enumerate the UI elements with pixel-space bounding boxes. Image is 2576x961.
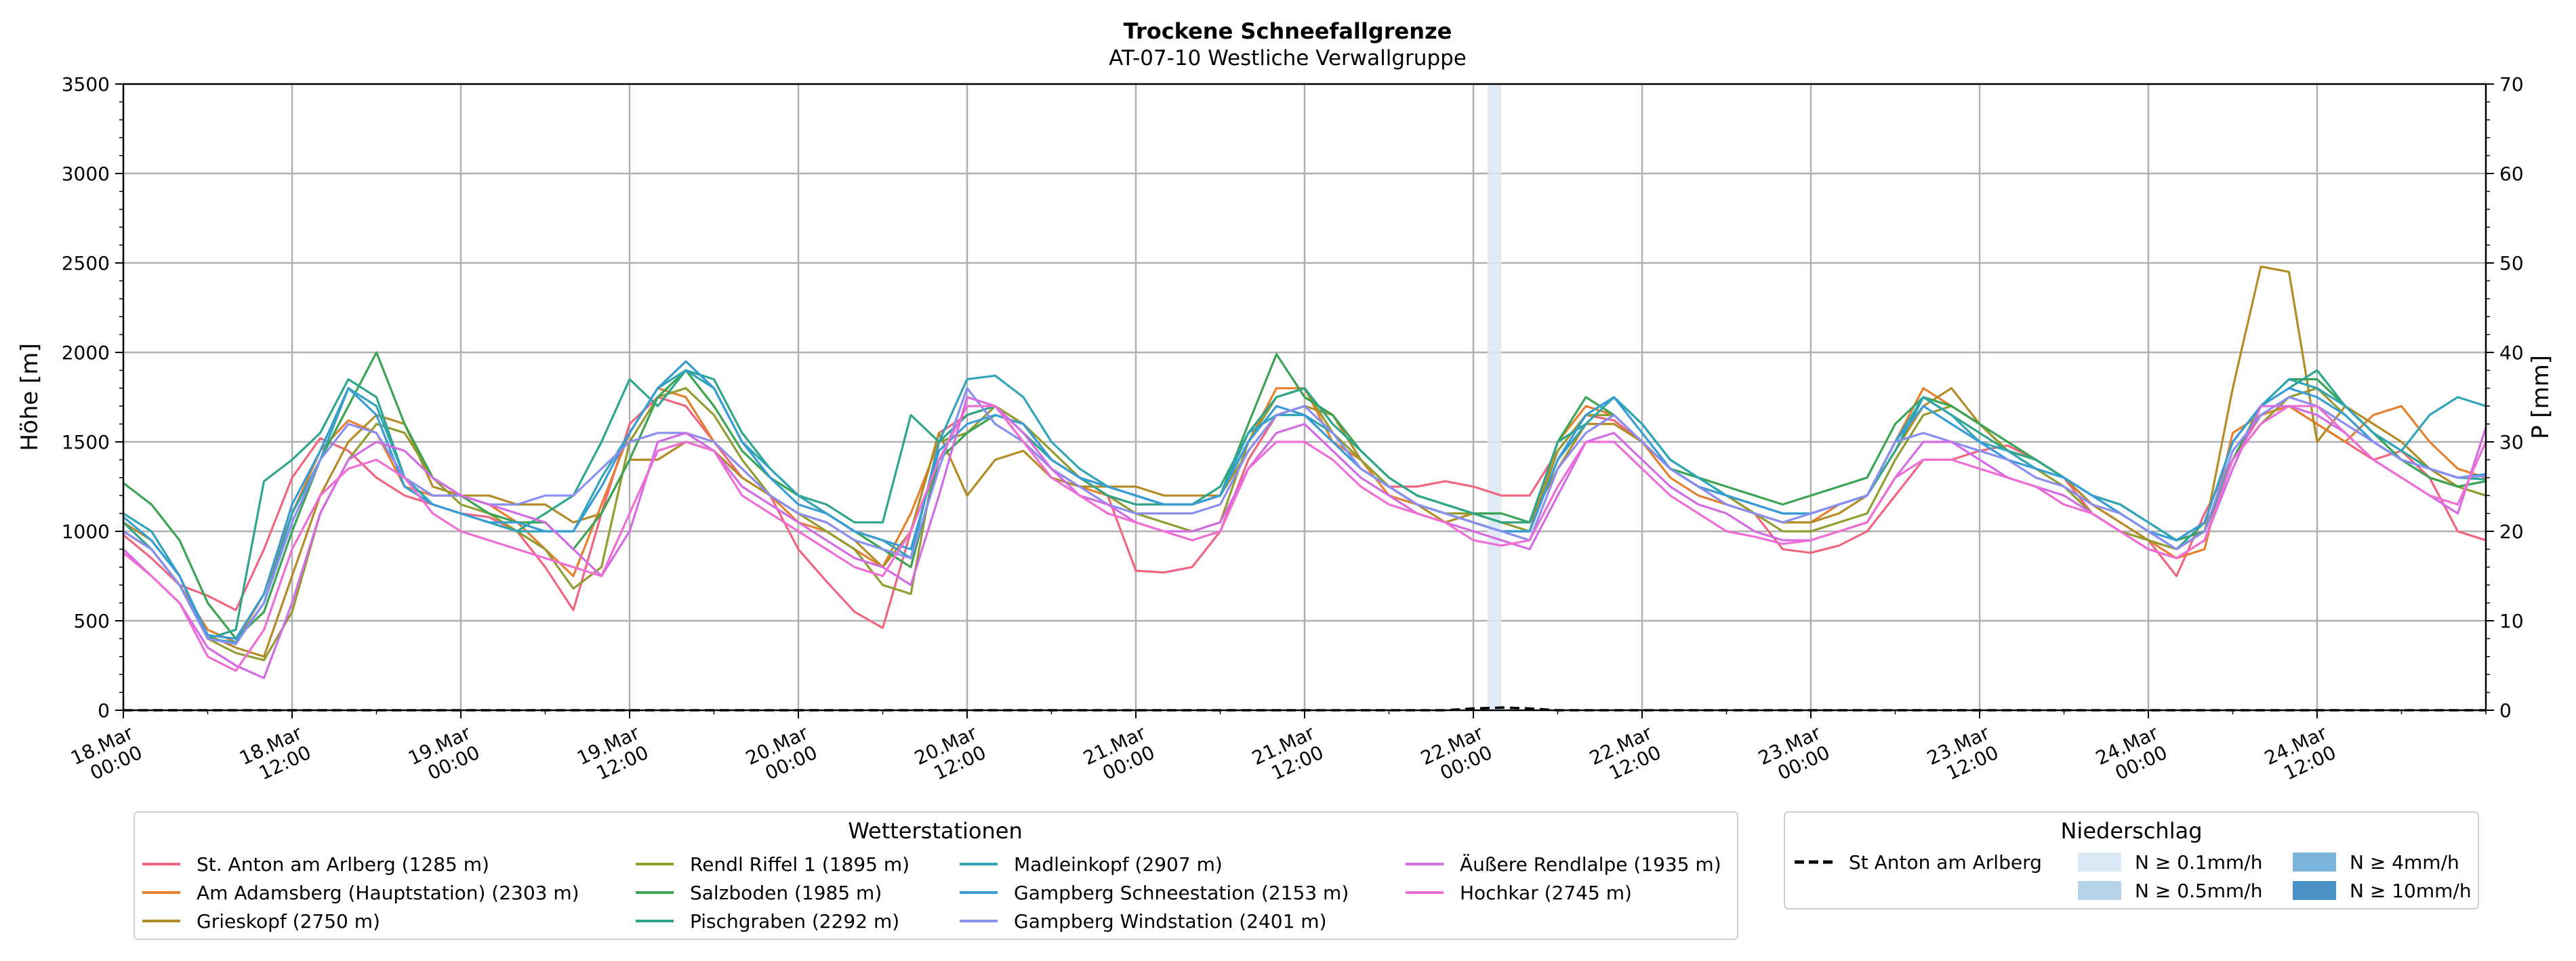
precip-legend-box-swatch — [2078, 853, 2121, 872]
station-legend-items: St. Anton am Arlberg (1285 m) Am Adamsber… — [142, 853, 1721, 933]
y-tick-label-left: 500 — [74, 610, 110, 632]
station-legend-label: Am Adamsberg (Hauptstation) (2303 m) — [197, 882, 579, 904]
station-legend-label: Grieskopf (2750 m) — [197, 910, 380, 933]
station-legend-label: Gampberg Windstation (2401 m) — [1014, 910, 1327, 933]
y-tick-label-right: 0 — [2499, 699, 2512, 722]
station-legend-label: Pischgraben (2292 m) — [690, 910, 899, 933]
precip-legend-box-swatch — [2293, 853, 2336, 872]
precip-legend-label: N ≥ 0.1mm/h — [2135, 851, 2262, 874]
precip-legend-label: St Anton am Arlberg — [1849, 851, 2042, 874]
y-axis-title-left: Höhe [m] — [16, 343, 43, 451]
y-axis-title-right: P [mm] — [2527, 355, 2554, 439]
precip-legend: Niederschlag St Anton am Arlberg N ≥ 0.1m… — [1784, 811, 2479, 909]
y-tick-label-right: 10 — [2499, 610, 2524, 632]
precip-legend-box-swatch — [2078, 881, 2121, 900]
station-legend-label: Gampberg Schneestation (2153 m) — [1014, 882, 1349, 904]
y-tick-label-left: 0 — [98, 699, 110, 722]
chart-subtitle: AT-07-10 Westliche Verwallgruppe — [1109, 46, 1467, 70]
station-legend-frame — [134, 811, 1738, 940]
y-tick-label-left: 1000 — [62, 520, 110, 543]
station-legend-label: Rendl Riffel 1 (1895 m) — [690, 853, 909, 876]
chart-title: Trockene Schneefallgrenze — [1124, 18, 1452, 44]
precip-legend-box-swatch — [2293, 881, 2336, 900]
series-line-10 — [122, 405, 2487, 672]
precip-legend-title: Niederschlag — [2060, 818, 2202, 844]
y-tick-label-right: 30 — [2499, 431, 2524, 453]
y-tick-label-right: 60 — [2499, 163, 2524, 185]
y-tick-label-right: 20 — [2499, 520, 2524, 543]
y-tick-label-right: 40 — [2499, 342, 2524, 364]
y-tick-label-left: 1500 — [62, 431, 110, 453]
y-tick-label-right: 50 — [2499, 252, 2524, 274]
precip-intensity-band — [1487, 84, 1502, 710]
series-line-7 — [122, 360, 2487, 640]
station-legend-label: Hochkar (2745 m) — [1460, 882, 1632, 904]
station-legend-label: St. Anton am Arlberg (1285 m) — [197, 853, 489, 876]
y-tick-label-left: 2000 — [62, 342, 110, 364]
precip-legend-label: N ≥ 10mm/h — [2350, 880, 2472, 902]
precip-legend-label: N ≥ 0.5mm/h — [2135, 880, 2262, 902]
series-layer — [122, 265, 2487, 680]
precip-band-layer — [1487, 84, 1502, 710]
y-tick-label-right: 70 — [2499, 73, 2524, 96]
station-legend: Wetterstationen St. Anton am Arlberg (12… — [134, 811, 1738, 940]
series-line-8 — [123, 387, 2487, 645]
axis-layer: 0 500 1000 1500 2000 2500 3000 3500 0 10 20 30 40 50 6… — [62, 73, 2524, 785]
station-legend-label: Äußere Rendlalpe (1935 m) — [1460, 853, 1721, 876]
y-tick-label-left: 3000 — [62, 163, 110, 185]
station-legend-title: Wetterstationen — [848, 818, 1022, 844]
y-tick-label-left: 3500 — [62, 73, 110, 96]
station-legend-label: Madleinkopf (2907 m) — [1014, 853, 1223, 876]
y-tick-label-left: 2500 — [62, 252, 110, 274]
precip-legend-items: St Anton am Arlberg N ≥ 0.1mm/h N ≥ 0.5mm/… — [1795, 851, 2472, 902]
station-legend-label: Salzboden (1985 m) — [690, 882, 882, 904]
precip-legend-label: N ≥ 4mm/h — [2350, 851, 2459, 874]
